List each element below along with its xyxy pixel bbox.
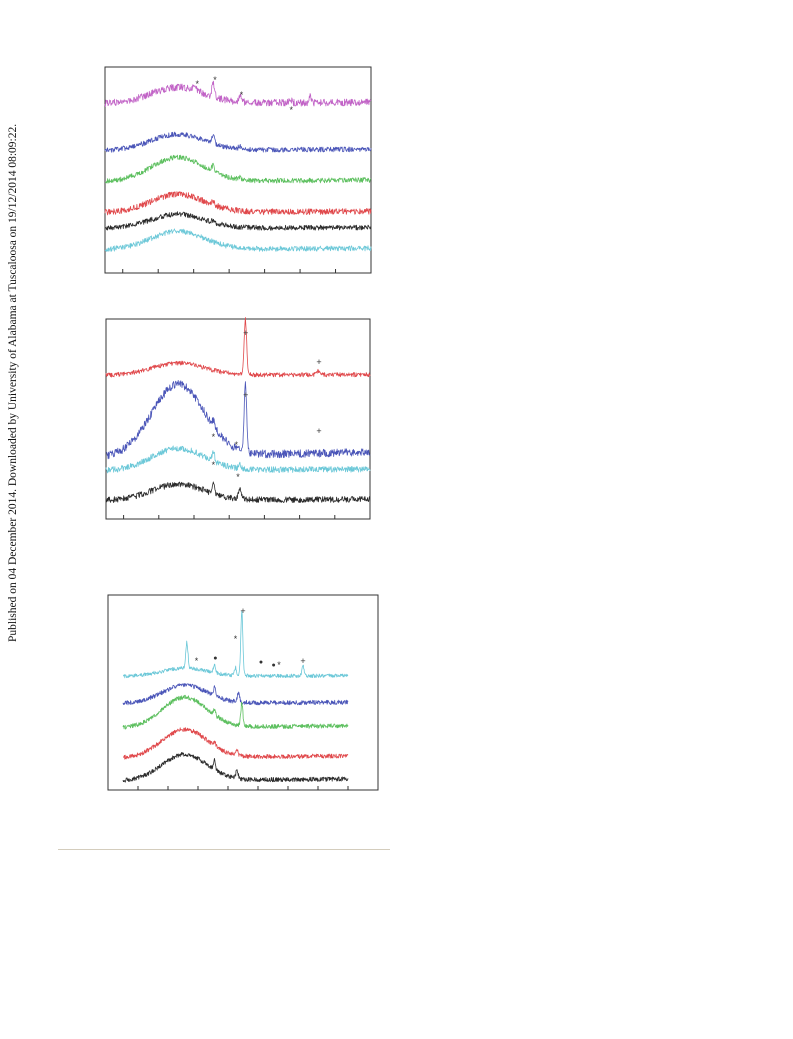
series-line	[105, 445, 371, 474]
peak-marker: +	[243, 328, 248, 338]
series-line	[105, 481, 371, 504]
peak-marker: +	[243, 390, 248, 400]
series-line	[104, 211, 372, 231]
peak-marker: *	[289, 105, 293, 115]
series-line	[122, 752, 349, 783]
peak-marker: ●	[259, 659, 263, 666]
series-line	[106, 379, 371, 460]
series-line	[122, 694, 349, 730]
peak-marker: *	[240, 90, 244, 100]
peak-marker: ●	[271, 662, 275, 669]
series-line	[123, 610, 349, 679]
series-line	[105, 317, 371, 378]
peak-marker: *	[212, 432, 216, 442]
peak-marker: *	[213, 75, 217, 85]
peak-marker: +	[240, 606, 245, 616]
series-line	[104, 131, 372, 153]
plot-frame	[105, 318, 371, 520]
peak-marker: +	[300, 656, 305, 666]
peak-marker: *	[195, 79, 199, 89]
peak-marker: *	[236, 472, 240, 482]
peak-marker: *	[212, 460, 216, 470]
series-line	[104, 228, 372, 252]
series-line	[122, 683, 349, 706]
page-divider	[58, 849, 390, 850]
series-line	[104, 80, 372, 107]
plot-frame	[104, 66, 372, 274]
side-note-text: Published on 04 December 2014. Downloade…	[7, 124, 19, 642]
side-note: Published on 04 December 2014. Downloade…	[0, 0, 30, 1039]
series-line	[104, 191, 372, 216]
peak-marker: ●	[213, 655, 217, 662]
series-line	[104, 154, 372, 184]
peak-marker: *	[234, 440, 238, 450]
peak-marker: +	[316, 426, 321, 436]
series-line	[123, 727, 349, 760]
peak-marker: *	[234, 634, 238, 644]
peak-marker: +	[316, 357, 321, 367]
peak-marker: *	[195, 656, 199, 666]
plot-frame	[107, 594, 379, 791]
peak-marker: *	[277, 660, 281, 670]
